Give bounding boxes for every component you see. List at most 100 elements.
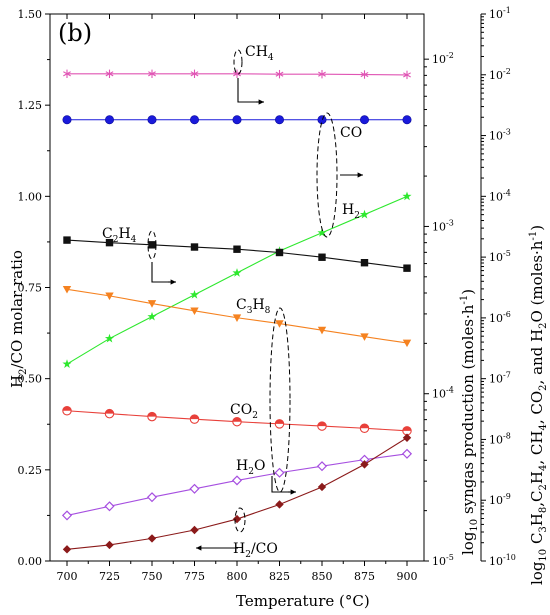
y-right-label-sup-1: -1 [528, 231, 539, 241]
y-right-label-sub-2: 3 [538, 526, 549, 532]
point-h2-co [232, 514, 242, 524]
y-left-tick-label: 0.00 [18, 555, 43, 568]
y-mid-tick-label-exp: -4 [446, 386, 454, 395]
marker-stroke [190, 71, 199, 77]
point-h2o [189, 483, 200, 494]
y-right-tick-label-base: 10 [489, 312, 503, 325]
point-co2 [147, 411, 157, 422]
y-left-tick-label: 1.00 [18, 190, 43, 203]
point-h2o [401, 448, 413, 459]
label-h2-part: 2 [354, 211, 360, 221]
y-right-tick-label: 10-4 [489, 188, 511, 203]
y-right-tick-label: 10-8 [489, 431, 511, 446]
marker-stroke [233, 71, 241, 77]
point-h2-co [105, 540, 114, 550]
y-mid-tick-label: 10-2 [432, 51, 454, 66]
point-c3h8 [232, 314, 242, 322]
x-axis: 700 725 750 775 800 825 850 875 900 [57, 14, 418, 583]
y-axis-right: 10-1010-910-810-710-610-510-410-310-210-… [481, 6, 516, 568]
y-right-tick-label-exp: -5 [503, 249, 511, 258]
y-mid-tick-label-base: 10 [432, 555, 446, 568]
ellipse-ch4 [233, 49, 243, 75]
marker-stroke [148, 71, 156, 77]
y-right-tick-label-base: 10 [489, 130, 503, 143]
point-c2h4 [360, 259, 369, 267]
series-co [62, 115, 412, 125]
label-co2-part: 2 [252, 411, 258, 421]
marker-stroke [360, 71, 369, 78]
y-mid-label-part-1: log [459, 531, 477, 555]
x-tick-label: 725 [99, 570, 120, 583]
point-co [147, 115, 157, 125]
y-mid-tick-label-base: 10 [432, 220, 446, 233]
point-c2h4 [403, 264, 411, 272]
y-right-label-part-1: log [528, 561, 546, 585]
y-right-label-part-7: , CO [528, 391, 546, 424]
point-c2h4 [318, 253, 326, 261]
y-right-tick-label-exp: -7 [503, 371, 511, 380]
label-h2: H2 [342, 202, 360, 221]
y-mid-tick-label-exp: -2 [446, 51, 454, 60]
label-co-part: CO [340, 125, 362, 141]
point-h2 [317, 228, 327, 237]
y-mid-tick-label-base: 10 [432, 388, 446, 401]
marker-fill [360, 424, 369, 429]
point-ch4 [190, 69, 199, 79]
label-h2o-part: 2 [248, 467, 254, 477]
label-c3h8-part: 8 [265, 306, 271, 316]
y-left-label-sub-1: 2 [18, 369, 29, 375]
point-h2-co [317, 482, 327, 492]
y-mid-label-sup-1: -1 [459, 295, 470, 305]
point-h2-co [62, 545, 72, 554]
y-right-tick-label-exp: -8 [503, 431, 511, 440]
point-h2o [274, 467, 285, 478]
y-right-label-sub-8: 2 [538, 323, 549, 329]
point-h2o [316, 461, 328, 472]
y-right-tick-label-base: 10 [489, 373, 503, 386]
y-right-tick-label-exp: -6 [503, 310, 511, 319]
arrow-c2h4 [168, 279, 176, 285]
y-right-tick-label-base: 10 [489, 494, 503, 507]
y-right-tick-label-exp: -3 [503, 128, 511, 137]
ellipse-co [316, 112, 338, 238]
marker-stroke [105, 71, 114, 77]
marker-fill [190, 414, 199, 420]
y-right-tick-label-exp: -2 [503, 67, 511, 76]
y-axis-right-label: log10 C3H8,C2H4, CH4, CO2, and H2O (mole… [528, 225, 549, 585]
point-c2h4 [275, 248, 284, 257]
y-left-tick-label: 0.25 [18, 464, 43, 477]
label-c3h8: C3H8 [236, 297, 271, 316]
point-h2o [231, 475, 243, 486]
point-co [105, 115, 115, 125]
point-co [62, 115, 72, 125]
x-tick-label: 875 [354, 570, 375, 583]
marker-fill [402, 426, 412, 431]
marker-stroke [318, 71, 326, 77]
point-h2 [189, 289, 200, 299]
marker-stroke [403, 72, 411, 78]
y-axis-left-label: H2/CO molar ratio [8, 250, 29, 388]
point-h2 [104, 333, 115, 343]
ellipse-c2h4 [147, 230, 157, 260]
y-right-tick-label-base: 10 [489, 190, 503, 203]
point-ch4 [318, 69, 326, 79]
arrow-head [290, 489, 296, 495]
y-right-tick-label-exp: -10 [503, 553, 516, 562]
point-h2-co [147, 534, 157, 543]
marker-fill [147, 412, 157, 417]
point-co2 [104, 408, 115, 419]
label-c2h4-part: 2 [113, 235, 119, 245]
y-right-label-sub-7: 2 [538, 384, 549, 390]
point-co [317, 115, 327, 125]
y-right-label-part-10: ) [528, 225, 546, 231]
point-h2 [359, 209, 370, 219]
label-h2o: H2O [236, 458, 265, 477]
point-c3h8 [275, 320, 284, 328]
y-left-tick-label: 1.25 [18, 99, 43, 112]
y-right-tick-label: 10-1 [489, 6, 511, 21]
y-right-label-sub-4: 2 [538, 484, 549, 490]
series-h2 [62, 191, 412, 368]
point-h2o [104, 501, 115, 512]
